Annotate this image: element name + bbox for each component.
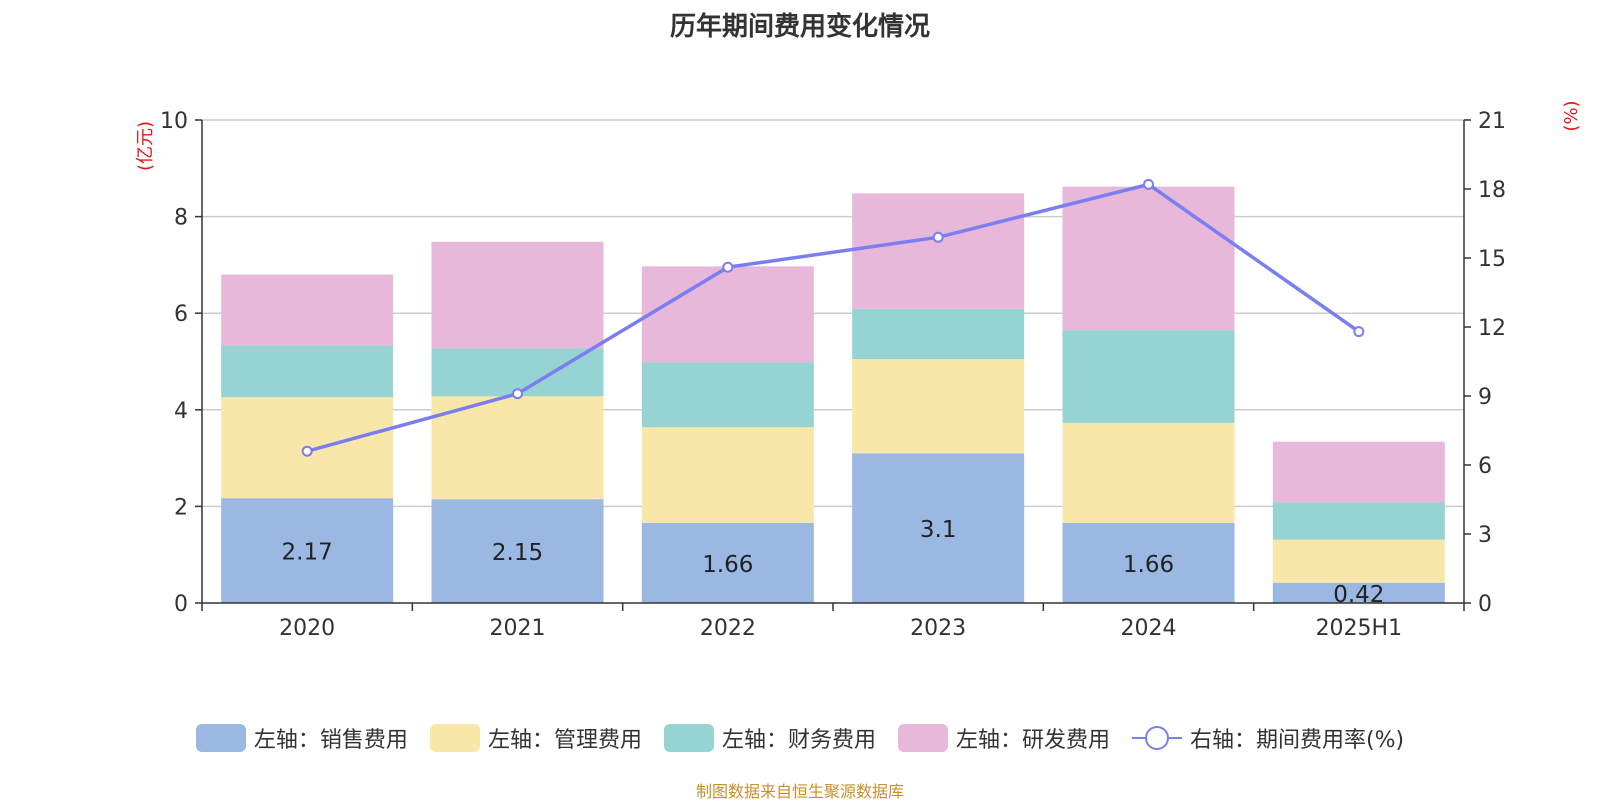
legend-label-finance: 左轴：财务费用 [721, 728, 876, 753]
bar-segment [852, 308, 1025, 360]
left-axis-tick-label: 8 [174, 206, 188, 231]
left-axis-unit: (亿元) [135, 121, 156, 171]
legend-item-rate[interactable]: 右轴：期间费用率(%) [1131, 722, 1405, 754]
rate-line [306, 182, 1360, 453]
bars-group [221, 186, 1445, 603]
bar-segment [641, 522, 814, 603]
left-axis-tick-label: 0 [174, 592, 188, 617]
right-axis-tick-label: 9 [1478, 385, 1492, 410]
legend-line-marker-icon [1131, 726, 1182, 750]
bar-data-label: 2.17 [282, 540, 333, 566]
grid-lines [202, 119, 1464, 508]
rate-point [1353, 326, 1365, 338]
left-axis-tick-label: 10 [160, 109, 188, 134]
bar-data-label: 3.1 [920, 517, 957, 543]
legend-item-rnd[interactable]: 左轴：研发费用 [897, 722, 1110, 754]
data-source-note: 制图数据来自恒生聚源数据库 [695, 782, 904, 801]
bar-segment [641, 362, 814, 428]
bar-segment [221, 274, 394, 347]
legend-item-admin[interactable]: 左轴：管理费用 [429, 722, 642, 754]
bar-data-label: 1.66 [702, 552, 753, 578]
rate-point [932, 231, 944, 243]
legend-label-sales: 左轴：销售费用 [253, 728, 408, 753]
bar-segment [1062, 330, 1235, 423]
right-axis-tick-label: 6 [1478, 454, 1492, 479]
right-axis-tick-label: 18 [1478, 178, 1506, 203]
legend-label-admin: 左轴：管理费用 [487, 728, 642, 753]
rate-point [512, 388, 523, 400]
legend-item-sales[interactable]: 左轴：销售费用 [195, 722, 408, 754]
rate-point [1143, 178, 1154, 190]
bar-segment [852, 359, 1025, 454]
legend-label-rnd: 左轴：研发费用 [955, 728, 1110, 753]
x-axis-tick-label: 2023 [910, 616, 966, 641]
legend-item-finance[interactable]: 左轴：财务费用 [663, 722, 876, 754]
bar-segment [1062, 186, 1235, 331]
data-labels-group: 2.17 2.15 1.66 3.1 1.66 0.42 [282, 517, 1385, 608]
bar-segment [641, 427, 814, 523]
bar-segment [1272, 441, 1445, 503]
legend: 左轴：销售费用 左轴：管理费用 左轴：财务费用 左轴：研发费用 右轴：期间费用率… [0, 722, 1600, 754]
legend-swatch-finance [663, 724, 714, 752]
chart-title: 历年期间费用变化情况 [669, 12, 930, 42]
left-axis-tick-label: 4 [174, 399, 188, 424]
bar-segment [1062, 522, 1235, 603]
bar-segment [1272, 582, 1445, 603]
bar-segment [641, 266, 814, 363]
rate-line-group [301, 178, 1365, 457]
right-axis-unit: (%) [1561, 100, 1582, 131]
rate-point [722, 261, 734, 273]
legend-swatch-sales [195, 724, 246, 752]
left-axis-tick-label: 2 [174, 495, 188, 520]
right-axis-tick-label: 21 [1478, 109, 1506, 134]
x-axis-tick-label: 2024 [1121, 616, 1177, 641]
x-axis-tick-label: 2021 [490, 616, 546, 641]
bar-segment [1272, 502, 1445, 540]
bar-segment [221, 498, 394, 603]
bar-segment [431, 396, 604, 500]
x-axis-tick-label: 2025H1 [1316, 616, 1403, 641]
right-axis-tick-label: 15 [1478, 247, 1506, 272]
bar-segment [852, 453, 1025, 603]
right-axis-tick-label: 3 [1478, 523, 1492, 548]
x-axis-tick-label: 2020 [279, 616, 335, 641]
rate-point [301, 445, 313, 457]
left-axis-tick-label: 6 [174, 302, 188, 327]
bar-segment [852, 193, 1025, 309]
x-axis-tick-label: 2022 [700, 616, 756, 641]
legend-swatch-admin [429, 724, 480, 752]
bar-data-label: 2.15 [492, 540, 543, 566]
axes-group: 0 2 4 6 8 10 0 3 6 9 12 15 18 21 2020 2021 2022 2023 2024 2… [160, 109, 1506, 641]
bar-data-label: 0.42 [1333, 582, 1384, 608]
bar-segment [1272, 539, 1445, 583]
right-axis-tick-label: 0 [1478, 592, 1492, 617]
bar-data-label: 1.66 [1123, 552, 1174, 578]
bar-segment [221, 346, 394, 398]
legend-swatch-rnd [897, 724, 948, 752]
legend-label-rate: 右轴：期间费用率(%) [1189, 728, 1405, 753]
bar-segment [431, 241, 604, 349]
bar-segment [431, 499, 604, 603]
right-axis-tick-label: 12 [1478, 316, 1506, 341]
bar-segment [1062, 422, 1235, 523]
